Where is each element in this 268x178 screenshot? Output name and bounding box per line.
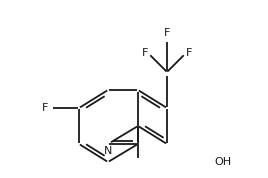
Text: F: F: [42, 103, 48, 113]
Text: F: F: [142, 48, 148, 58]
Text: F: F: [164, 28, 170, 38]
Text: OH: OH: [214, 157, 231, 167]
Text: F: F: [186, 48, 192, 58]
Text: N: N: [104, 146, 112, 156]
